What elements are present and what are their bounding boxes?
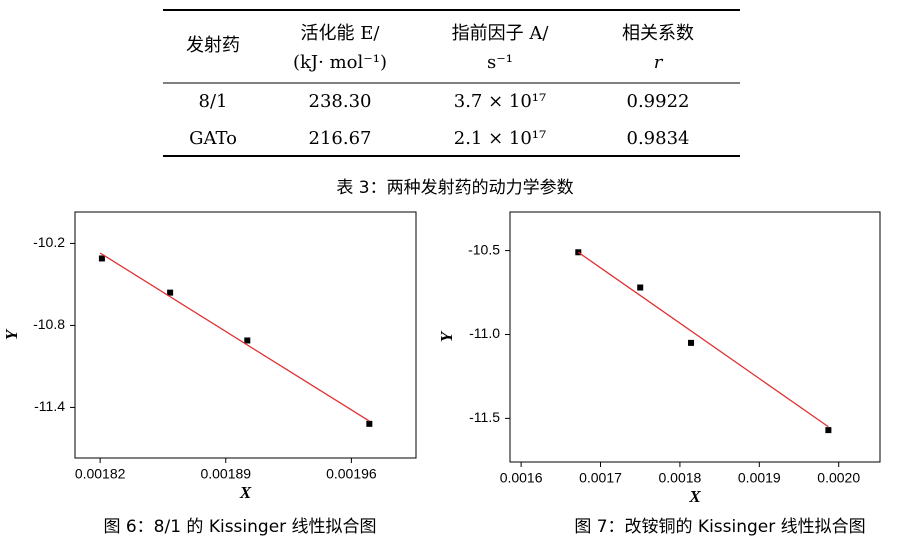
header-cell: s⁻¹: [487, 52, 513, 73]
x-tick-label: 0.00182: [75, 466, 126, 482]
cell: 216.67: [309, 128, 372, 149]
plot-frame: [509, 211, 881, 463]
y-tick-label: -10.5: [468, 241, 500, 257]
cell: 8/1: [199, 91, 228, 112]
cell: 238.30: [309, 91, 372, 112]
x-tick-label: 0.0016: [500, 470, 543, 486]
x-axis-label: X: [239, 483, 252, 502]
x-tick-label: 0.00196: [326, 466, 377, 482]
x-tick-label: 0.0019: [738, 470, 781, 486]
y-tick-label: -10.2: [33, 234, 65, 250]
data-point: [825, 427, 832, 434]
table: 发射药 活化能 E/ (kJ· mol⁻¹) 指前因子 A/ s⁻¹ 相关系数 …: [163, 9, 740, 157]
x-tick-label: 0.00189: [200, 466, 251, 482]
table-caption: 表 3：两种发射药的动力学参数: [336, 178, 573, 198]
y-axis-label: Y: [2, 328, 21, 340]
header-cell: 指前因子 A/: [452, 23, 550, 44]
data-point: [366, 420, 373, 427]
header-cell: 发射药: [186, 35, 240, 56]
cell: 2.1 × 10¹⁷: [454, 128, 547, 149]
x-tick-label: 0.0020: [817, 470, 860, 486]
x-axis-label: X: [688, 487, 701, 506]
y-tick-label: -11.4: [34, 398, 65, 414]
plot-frame: [74, 211, 417, 459]
data-point: [637, 284, 644, 291]
y-axis-label: Y: [437, 330, 456, 342]
data-point: [167, 289, 174, 296]
header-cell: 相关系数: [622, 23, 694, 44]
cell: GATo: [189, 128, 237, 149]
fit-line: [99, 252, 370, 422]
y-tick-label: -11.5: [469, 409, 500, 425]
figure-caption: 图 7：改铵铜的 Kissinger 线性拟合图: [574, 517, 865, 537]
header-cell: r: [654, 52, 664, 73]
fit-line: [577, 251, 829, 428]
data-point: [688, 339, 695, 346]
y-tick-label: -11.0: [469, 325, 500, 341]
cell: 0.9834: [627, 128, 690, 149]
y-tick-label: -10.8: [33, 316, 65, 332]
data-point: [98, 255, 105, 262]
header-cell: 活化能 E/: [301, 23, 381, 44]
figure-caption: 图 6：8/1 的 Kissinger 线性拟合图: [103, 517, 376, 537]
data-point: [244, 337, 251, 344]
cell: 3.7 × 10¹⁷: [454, 91, 547, 112]
x-tick-label: 0.0017: [579, 470, 622, 486]
cell: 0.9922: [627, 91, 690, 112]
header-cell: (kJ· mol⁻¹): [293, 52, 387, 73]
x-tick-label: 0.0018: [659, 470, 702, 486]
